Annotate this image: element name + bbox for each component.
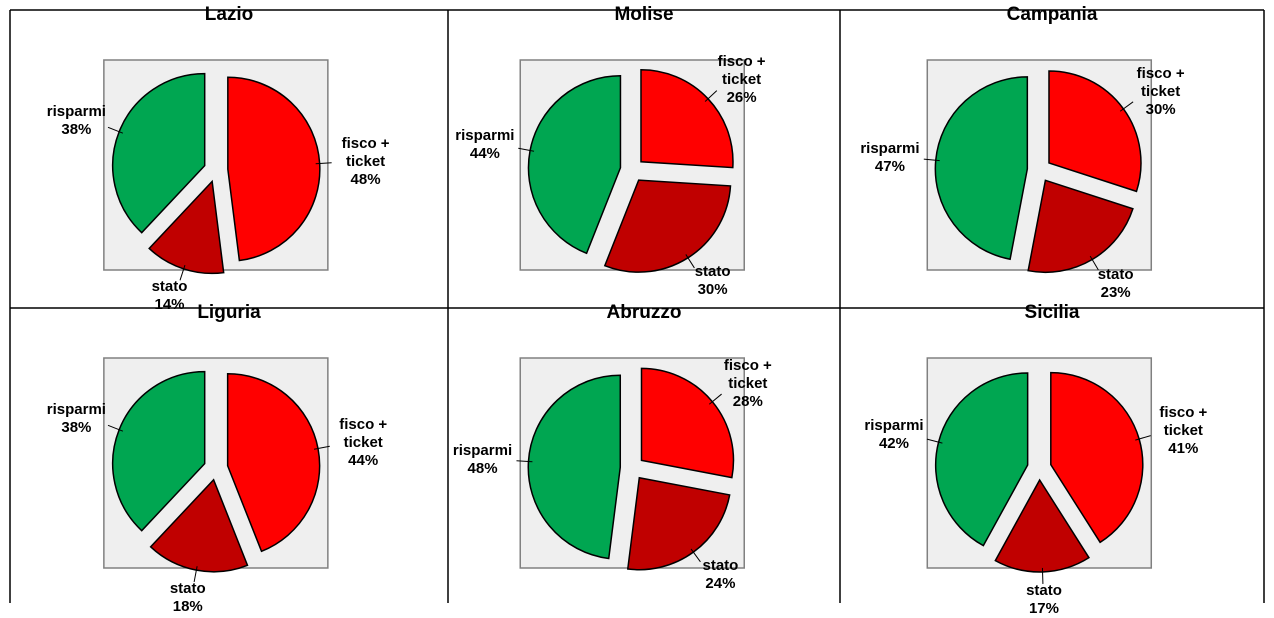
page: (() => { const data = JSON.parse(documen… [9,4,1265,617]
data-label: stato 14% [130,278,210,314]
slice-category: fisco + ticket [1136,65,1185,101]
slice-category: risparmi [455,127,515,145]
slice-value: 38% [61,419,92,437]
leader-line [107,424,124,432]
data-label: risparmi 48% [443,442,523,478]
slice-category: risparmi [46,103,106,121]
slice-category: stato [1026,581,1062,599]
slice-value: 24% [705,574,736,592]
slice-category: risparmi [860,139,920,157]
data-label: fisco + ticket 41% [1143,404,1223,458]
slice-category: risparmi [452,441,513,459]
slice-value: 30% [697,281,728,299]
leader-line [704,90,718,102]
leader-line [193,566,198,583]
slice-value: 38% [61,121,92,139]
slice-category: stato [1097,265,1134,283]
chart-title: Campania [1006,4,1098,25]
chart-title: Liguria [197,302,261,323]
table-borders [9,9,1265,603]
slice-value: 42% [878,435,909,453]
chart-title: Molise [614,4,674,25]
slice-value: 18% [172,597,203,615]
slice-value: 48% [467,459,498,477]
leader-line [315,162,332,165]
slice-value: 14% [154,295,185,313]
leader-line [1089,255,1099,271]
leader-line [708,393,722,405]
slice-value: 47% [874,157,905,175]
leader-line [516,460,533,463]
leader-line [923,158,940,162]
data-label: stato 30% [673,263,753,299]
slice-category: fisco + ticket [1159,404,1208,440]
charts [9,9,1265,603]
leader-line [926,438,943,444]
leader-line [685,254,695,269]
chart-title: Sicilia [1024,302,1080,323]
data-label: risparmi 44% [445,127,525,163]
data-label: risparmi 42% [854,417,934,453]
data-label: fisco + ticket 30% [1121,65,1201,119]
slice-category: fisco + ticket [339,416,388,452]
slice-category: stato [151,277,188,295]
slice-value: 48% [350,170,381,188]
data-label: risparmi 38% [36,103,116,139]
slice-value: 30% [1145,101,1176,119]
slice-category: risparmi [864,417,924,435]
data-label: fisco + ticket 26% [702,53,782,107]
leader-line [690,548,701,563]
leader-line [518,147,535,152]
slice-value: 44% [469,145,500,163]
slice-category: stato [694,263,731,281]
leader-line [313,445,330,450]
slice-value: 44% [348,452,379,470]
data-label: stato 17% [1004,582,1084,618]
slice-category: fisco + ticket [723,356,772,392]
data-label: stato 23% [1076,266,1156,302]
data-label: fisco + ticket 48% [326,135,406,189]
chart-title: Abruzzo [606,302,682,323]
leader-line [179,264,186,281]
slice-category: risparmi [46,401,106,419]
chart-title: Lazio [204,4,254,25]
leader-line [1119,101,1134,112]
slice-value: 41% [1168,440,1199,458]
data-label: fisco + ticket 44% [323,416,403,470]
leader-line [1135,435,1151,441]
slice-category: stato [702,556,739,574]
slice-value: 28% [732,392,763,410]
slice-category: stato [169,579,206,597]
leader-line [107,126,124,134]
slice-category: fisco + ticket [341,134,390,170]
data-label: risparmi 47% [850,140,930,176]
data-label: stato 24% [680,557,760,593]
slice-category: fisco + ticket [717,52,766,88]
leader-line [1041,567,1044,584]
data-label: fisco + ticket 28% [708,357,788,411]
data-label: risparmi 38% [36,401,116,437]
data-label: stato 18% [148,580,228,616]
slice-value: 26% [726,88,757,106]
slice-value: 23% [1100,283,1131,301]
